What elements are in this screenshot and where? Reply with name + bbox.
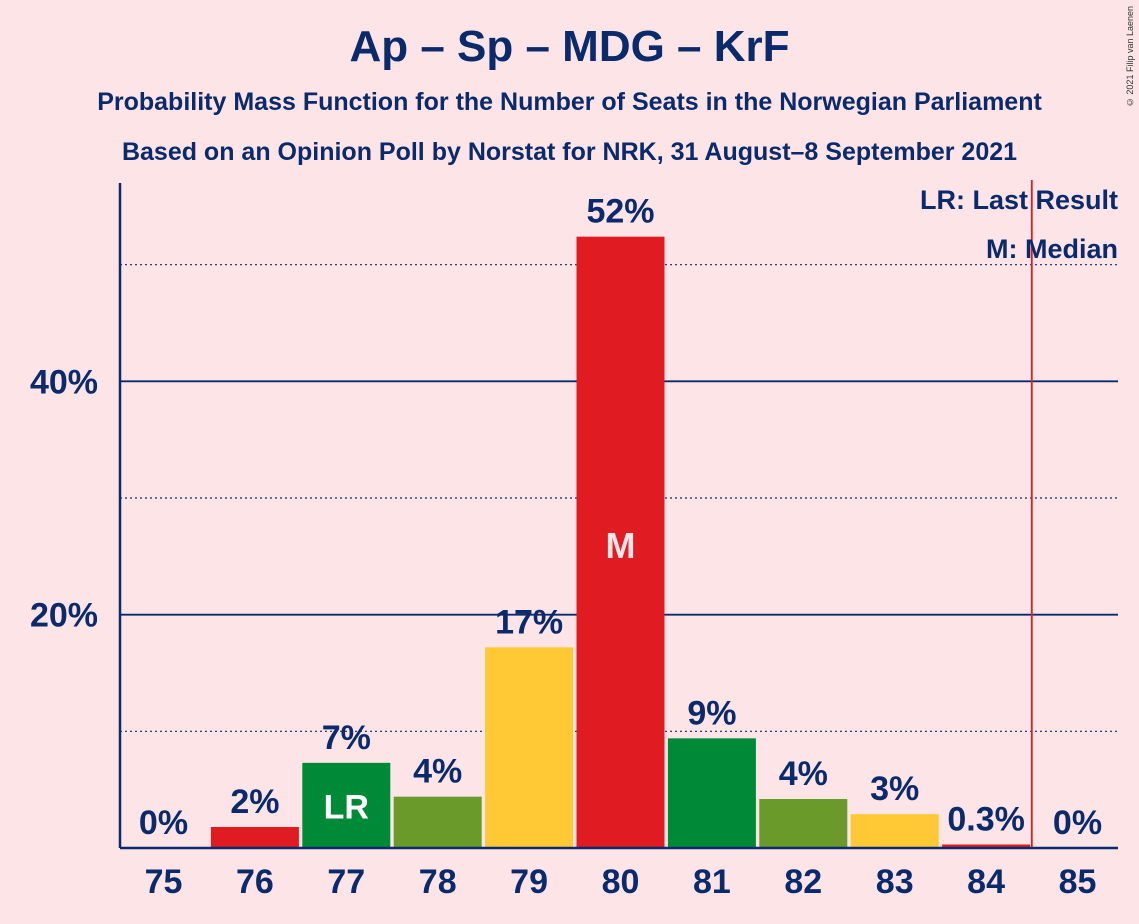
bar-value-label: 0% — [139, 804, 188, 842]
bar-value-label: 4% — [413, 753, 462, 791]
chart-subtitle-2: Based on an Opinion Poll by Norstat for … — [121, 138, 1018, 166]
legend-last-result: LR: Last Result — [920, 185, 1118, 215]
x-tick-label: 75 — [145, 863, 183, 901]
y-tick-label: 20% — [30, 597, 98, 635]
x-tick-label: 78 — [419, 863, 457, 901]
x-tick-label: 79 — [510, 863, 548, 901]
bar-value-label: 3% — [870, 770, 919, 808]
bar-value-label: 2% — [230, 783, 279, 821]
bar — [302, 762, 391, 848]
y-tick-label: 40% — [30, 363, 98, 401]
bar — [576, 236, 665, 848]
x-tick-label: 80 — [602, 863, 640, 901]
bar-value-label: 52% — [586, 193, 654, 231]
bar — [759, 799, 848, 848]
x-tick-label: 76 — [236, 863, 274, 901]
x-tick-label: 84 — [967, 863, 1005, 901]
bar — [667, 738, 756, 848]
bar — [210, 827, 299, 848]
bar-value-label: 0% — [1053, 804, 1102, 842]
bar — [393, 796, 482, 848]
legend-median: M: Median — [986, 234, 1118, 264]
bar-value-label: 9% — [687, 694, 736, 732]
bar-value-label: 17% — [495, 603, 563, 641]
x-tick-label: 82 — [784, 863, 822, 901]
x-tick-label: 77 — [327, 863, 365, 901]
bar — [850, 814, 939, 848]
x-tick-label: 81 — [693, 863, 731, 901]
last-result-marker: LR — [324, 788, 369, 826]
chart-subtitle-1: Probability Mass Function for the Number… — [97, 88, 1042, 116]
bar — [942, 844, 1031, 848]
x-tick-label: 85 — [1059, 863, 1097, 901]
bar-value-label: 4% — [779, 755, 828, 793]
median-marker: M — [606, 525, 636, 566]
x-tick-label: 83 — [876, 863, 914, 901]
bar — [485, 647, 574, 848]
chart-title: Ap – Sp – MDG – KrF — [349, 22, 790, 71]
bar-value-label: 7% — [322, 719, 371, 757]
bar-value-label: 0.3% — [947, 801, 1025, 839]
